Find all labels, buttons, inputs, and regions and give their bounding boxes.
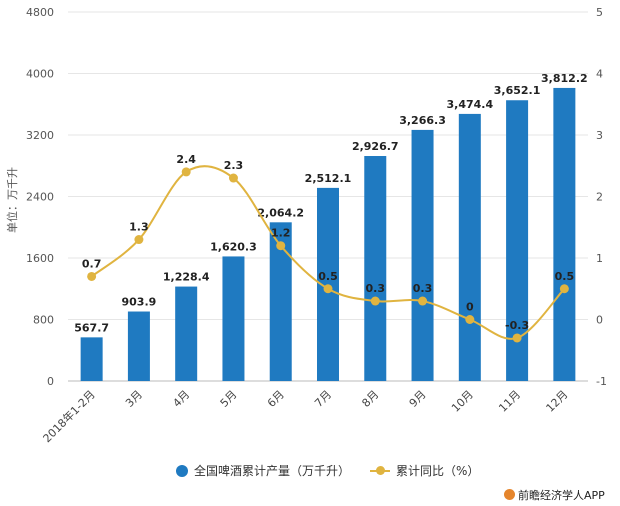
right-axis-ticks: -1 0 1 2 3 4 5	[596, 6, 607, 388]
y-axis-title: 单位：万千升	[5, 167, 19, 233]
x-tick-label: 11月	[496, 388, 523, 415]
line-value-label: 1.2	[271, 227, 291, 240]
right-tick-label: 5	[596, 6, 603, 19]
right-tick-label: 1	[596, 252, 603, 265]
legend-bar-label: 全国啤酒累计产量（万千升）	[194, 464, 351, 478]
line-point	[87, 271, 97, 281]
line-point	[181, 167, 191, 177]
left-tick-label: 4000	[26, 68, 54, 81]
bar-series: 567.7 903.9 1,228.4 1,620.3 2,064.2 2,512.1 2,…	[74, 72, 588, 381]
left-tick-label: 800	[33, 314, 54, 327]
bar	[553, 87, 576, 381]
line-point	[134, 235, 144, 245]
bar	[458, 113, 481, 381]
line-value-label: 0.7	[82, 257, 102, 270]
bar-value-label: 567.7	[74, 321, 109, 334]
line-value-label: 0.3	[413, 282, 433, 295]
left-tick-label: 1600	[26, 252, 54, 265]
x-tick-label: 3月	[123, 388, 145, 410]
right-tick-label: 2	[596, 191, 603, 204]
left-tick-label: 4800	[26, 6, 54, 19]
line-value-label: 1.3	[129, 221, 149, 234]
bar	[364, 156, 387, 381]
line-value-label: 0	[466, 301, 474, 314]
line-value-label: 0.5	[318, 270, 338, 283]
x-tick-label: 6月	[265, 388, 287, 410]
x-axis-labels: 2018年1-2月 3月 4月 5月 6月 7月 8月 9月 10月 11月 12月	[40, 387, 571, 445]
bar-value-label: 3,812.2	[541, 72, 588, 85]
line-point	[276, 241, 286, 251]
bar-value-label: 3,474.4	[446, 98, 493, 111]
bar	[269, 222, 292, 381]
x-tick-label: 7月	[312, 388, 334, 410]
left-tick-label: 3200	[26, 129, 54, 142]
legend: 全国啤酒累计产量（万千升） 累计同比（%）	[0, 462, 620, 482]
bar	[80, 337, 103, 381]
x-tick-label: 8月	[359, 388, 381, 410]
left-tick-label: 2400	[26, 191, 54, 204]
bar	[175, 286, 198, 381]
line-point	[559, 284, 569, 294]
line-value-label: 0.5	[555, 270, 575, 283]
bar	[411, 129, 434, 381]
legend-bar-marker-icon	[176, 465, 188, 477]
line-point	[370, 296, 380, 306]
bar-value-label: 2,064.2	[257, 206, 304, 219]
bar	[222, 256, 245, 381]
line-value-label: 2.3	[224, 159, 244, 172]
right-tick-label: 0	[596, 314, 603, 327]
bar-value-label: 1,620.3	[210, 240, 257, 253]
line-value-label: 2.4	[176, 153, 196, 166]
x-tick-label: 5月	[218, 388, 240, 410]
bar-value-label: 1,228.4	[163, 271, 210, 284]
left-axis-ticks: 0 800 1600 2400 3200 4000 4800	[26, 6, 54, 388]
line-point	[323, 284, 333, 294]
line-point	[418, 296, 428, 306]
x-tick-label: 10月	[449, 388, 476, 415]
line-point	[465, 315, 475, 324]
legend-line-marker-icon	[370, 466, 390, 475]
x-tick-label: 2018年1-2月	[40, 387, 98, 445]
brand-text: 前瞻经济学人APP	[518, 489, 605, 502]
legend-line-label: 累计同比（%）	[396, 464, 480, 478]
line-path	[91, 165, 566, 340]
bar	[127, 311, 150, 381]
right-tick-label: 3	[596, 129, 603, 142]
bar-value-label: 3,652.1	[494, 84, 541, 97]
right-tick-label: 4	[596, 68, 603, 81]
right-tick-label: -1	[596, 375, 607, 388]
bar	[506, 100, 529, 381]
x-tick-label: 4月	[170, 388, 192, 410]
x-tick-label: 9月	[407, 388, 429, 410]
brand-logo-icon	[504, 489, 515, 500]
left-tick-label: 0	[47, 375, 54, 388]
line-value-label: -0.3	[505, 319, 529, 332]
line-value-label: 0.3	[366, 282, 386, 295]
line-series: 0.7 1.3 2.4 2.3 1.2 0.5 0.3 0.3 0 -0.3 0.5	[82, 153, 574, 343]
line-point	[512, 333, 522, 343]
brand-footer: 前瞻经济学人APP	[504, 487, 605, 503]
bar-value-label: 2,512.1	[305, 172, 352, 185]
bar-value-label: 3,266.3	[399, 114, 446, 127]
bar-value-label: 903.9	[122, 296, 157, 309]
bar-value-label: 2,926.7	[352, 140, 399, 153]
x-tick-label: 12月	[544, 388, 571, 415]
line-point	[228, 173, 238, 183]
